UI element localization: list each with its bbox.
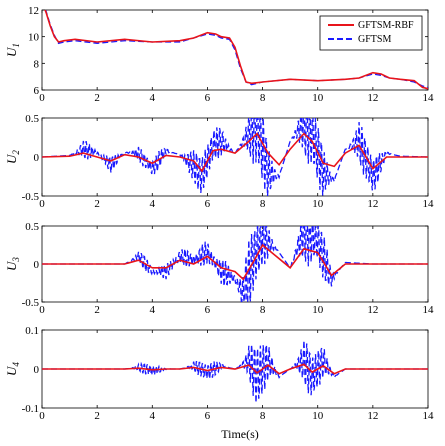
x-tick-label: 12 bbox=[367, 304, 378, 316]
y-tick-label: 6 bbox=[34, 85, 40, 97]
x-tick-label: 6 bbox=[205, 304, 211, 316]
series-gftsm bbox=[42, 340, 428, 403]
series-gftsm-rbf bbox=[42, 132, 428, 173]
x-tick-label: 0 bbox=[39, 198, 45, 210]
y-tick-label: 0 bbox=[34, 364, 40, 376]
y-axis-label: U3 bbox=[4, 257, 21, 271]
y-tick-label: -0.5 bbox=[22, 191, 40, 203]
x-tick-label: 8 bbox=[260, 410, 266, 422]
legend: GFTSM-RBF GFTSM bbox=[319, 15, 423, 51]
y-tick-label: 0 bbox=[34, 152, 40, 164]
x-tick-label: 8 bbox=[260, 92, 266, 104]
y-tick-label: 0 bbox=[34, 259, 40, 271]
x-tick-label: 6 bbox=[205, 92, 211, 104]
y-tick-label: 0.5 bbox=[25, 113, 39, 125]
legend-box bbox=[319, 15, 423, 51]
series-gftsm bbox=[42, 226, 428, 302]
x-tick-label: 14 bbox=[423, 304, 435, 316]
series-gftsm-rbf bbox=[44, 10, 428, 90]
legend-label-gftsm-rbf: GFTSM-RBF bbox=[358, 20, 414, 31]
y-tick-label: -0.5 bbox=[22, 297, 40, 309]
subplot-3: 0 2 4 6 8 10 12 14-0.500.5U3 bbox=[4, 221, 435, 316]
x-tick-label: 12 bbox=[367, 410, 378, 422]
x-tick-label: 14 bbox=[423, 198, 435, 210]
y-tick-label: 0.1 bbox=[25, 325, 39, 337]
x-tick-label: 14 bbox=[423, 92, 435, 104]
x-tick-label: 10 bbox=[312, 304, 324, 316]
legend-label-gftsm: GFTSM bbox=[358, 34, 391, 45]
y-tick-label: 10 bbox=[28, 32, 40, 44]
x-tick-label: 6 bbox=[205, 198, 211, 210]
y-axis-label: U2 bbox=[4, 150, 21, 164]
x-tick-label: 0 bbox=[39, 92, 45, 104]
x-tick-label: 12 bbox=[367, 92, 378, 104]
x-tick-label: 4 bbox=[150, 304, 156, 316]
subplot-4: 0 2 4 6 8 10 12 14-0.100.1U4 bbox=[4, 325, 434, 422]
plot-frame bbox=[41, 9, 429, 91]
x-tick-label: 4 bbox=[150, 92, 156, 104]
series-gftsm-rbf bbox=[42, 363, 428, 375]
y-tick-label: 8 bbox=[34, 58, 40, 70]
series-gftsm bbox=[44, 10, 428, 88]
subplot-1: 0 2 4 6 8 10 12 14 6 8 10 12 U1 bbox=[4, 5, 435, 104]
x-tick-label: 14 bbox=[423, 410, 435, 422]
x-tick-label: 4 bbox=[150, 198, 156, 210]
series-gftsm-rbf bbox=[42, 243, 428, 281]
x-tick-label: 0 bbox=[39, 304, 45, 316]
x-axis-title: Time(s) bbox=[221, 427, 259, 441]
x-tick-label: 8 bbox=[260, 198, 266, 210]
x-tick-label: 12 bbox=[367, 198, 378, 210]
x-tick-label: 0 bbox=[39, 410, 45, 422]
y-tick-label: -0.1 bbox=[22, 403, 39, 415]
y-tick-label: 12 bbox=[28, 5, 39, 17]
x-tick-label: 10 bbox=[312, 92, 324, 104]
x-tick-label: 4 bbox=[150, 410, 156, 422]
x-tick-label: 2 bbox=[94, 198, 100, 210]
y-axis-label: U4 bbox=[4, 362, 21, 376]
y-tick-label: 0.5 bbox=[25, 221, 39, 233]
x-tick-label: 2 bbox=[94, 304, 100, 316]
x-tick-label: 8 bbox=[260, 304, 266, 316]
x-tick-label: 10 bbox=[312, 198, 324, 210]
y-axis-label: U1 bbox=[4, 43, 21, 57]
subplot-2: 0 2 4 6 8 10 12 14-0.500.5U2 bbox=[4, 113, 435, 210]
x-tick-label: 10 bbox=[312, 410, 324, 422]
x-tick-label: 2 bbox=[94, 410, 100, 422]
x-tick-label: 6 bbox=[205, 410, 211, 422]
x-tick-label: 2 bbox=[94, 92, 100, 104]
series-gftsm bbox=[42, 118, 428, 196]
